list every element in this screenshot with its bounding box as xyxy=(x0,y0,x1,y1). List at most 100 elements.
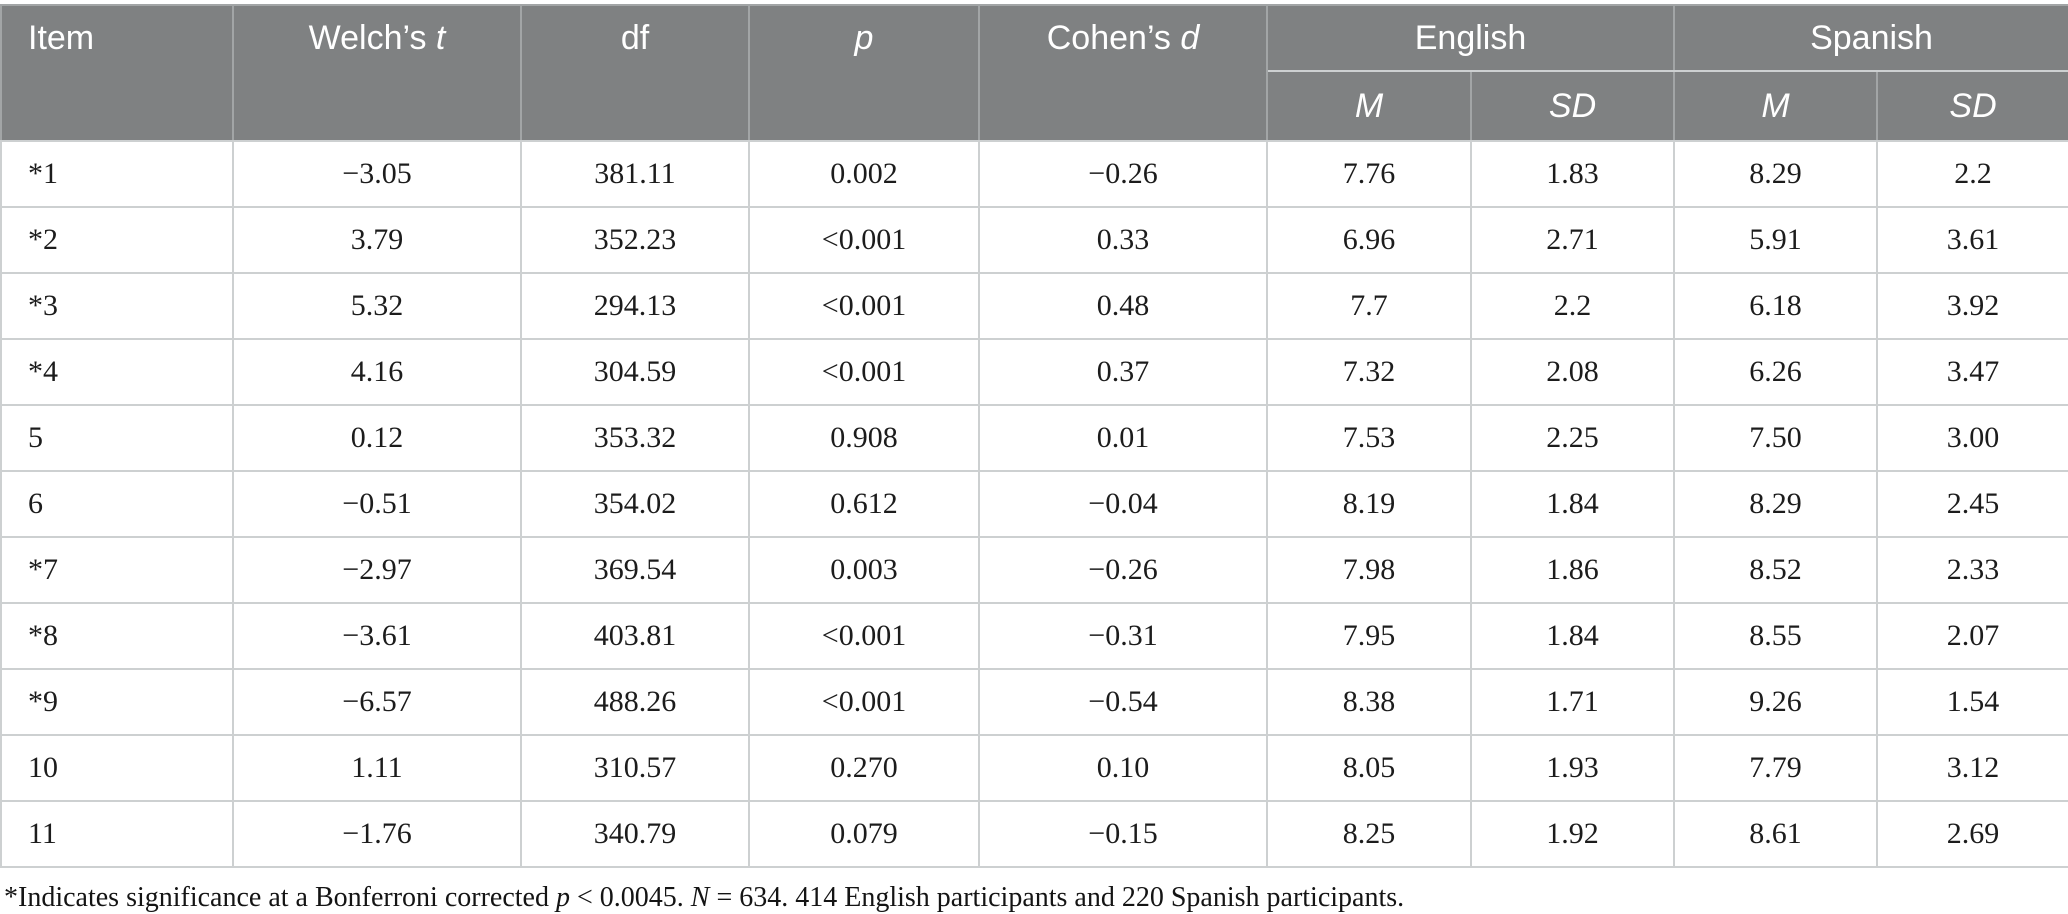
value-cell: −0.04 xyxy=(978,470,1268,538)
value-cell: 294.13 xyxy=(520,272,750,340)
cohen-label-plain: Cohen’s xyxy=(1046,19,1181,57)
value-cell: 2.2 xyxy=(1876,140,2068,208)
item-cell: *4 xyxy=(0,338,234,406)
value-cell: 0.908 xyxy=(748,404,980,472)
footnote-text-3: = 634. 414 English participants and 220 … xyxy=(709,882,1405,913)
value-cell: −2.97 xyxy=(232,536,522,604)
value-cell: 7.79 xyxy=(1673,734,1879,802)
value-cell: −0.15 xyxy=(978,800,1268,868)
header-group-row: Item Welch’s t df p Cohen’s d English xyxy=(0,4,2068,142)
item-cell: *1 xyxy=(0,140,234,208)
value-cell: 0.612 xyxy=(748,470,980,538)
table-row: 6 −0.51 354.02 0.612 −0.04 8.19 1.84 8.29 2.45 xyxy=(0,470,2068,538)
value-cell: 2.45 xyxy=(1876,470,2068,538)
subheader-spanish-m: M xyxy=(1673,70,1879,142)
value-cell: 8.29 xyxy=(1673,470,1879,538)
table-row: 5 0.12 353.32 0.908 0.01 7.53 2.25 7.50 3.00 xyxy=(0,404,2068,472)
column-header-cohens-d: Cohen’s d xyxy=(978,4,1268,142)
value-cell: 1.54 xyxy=(1876,668,2068,736)
value-cell: 7.53 xyxy=(1266,404,1472,472)
value-cell: 1.83 xyxy=(1469,140,1676,208)
value-cell: 340.79 xyxy=(520,800,750,868)
value-cell: <0.001 xyxy=(748,338,980,406)
value-cell: 8.19 xyxy=(1266,470,1472,538)
value-cell: 353.32 xyxy=(520,404,750,472)
value-cell: 3.61 xyxy=(1876,206,2068,274)
p-header-label: p xyxy=(854,19,874,57)
item-header-label: Item xyxy=(28,19,95,57)
value-cell: 4.16 xyxy=(232,338,522,406)
value-cell: 3.00 xyxy=(1876,404,2068,472)
value-cell: −0.54 xyxy=(978,668,1268,736)
item-cell: 6 xyxy=(0,470,234,538)
footnote-n-symbol: N xyxy=(690,882,710,913)
value-cell: 1.71 xyxy=(1469,668,1676,736)
value-cell: <0.001 xyxy=(748,206,980,274)
table-row: *7 −2.97 369.54 0.003 −0.26 7.98 1.86 8.52 2.33 xyxy=(0,536,2068,604)
value-cell: −6.57 xyxy=(232,668,522,736)
value-cell: 1.86 xyxy=(1469,536,1676,604)
value-cell: 1.84 xyxy=(1469,470,1676,538)
value-cell: 304.59 xyxy=(520,338,750,406)
subheader-english-m: M xyxy=(1266,70,1472,142)
item-cell: 5 xyxy=(0,404,234,472)
value-cell: 2.08 xyxy=(1469,338,1676,406)
value-cell: 2.69 xyxy=(1876,800,2068,868)
table-row: *8 −3.61 403.81 <0.001 −0.31 7.95 1.84 8.55 2.07 xyxy=(0,602,2068,670)
value-cell: −3.61 xyxy=(232,602,522,670)
table-row: 11 −1.76 340.79 0.079 −0.15 8.25 1.92 8.61 2.69 xyxy=(0,800,2068,868)
item-cell: *3 xyxy=(0,272,234,340)
value-cell: 7.50 xyxy=(1673,404,1879,472)
item-cell: *7 xyxy=(0,536,234,604)
value-cell: 8.52 xyxy=(1673,536,1879,604)
value-cell: <0.001 xyxy=(748,602,980,670)
value-cell: 7.7 xyxy=(1266,272,1472,340)
value-cell: 3.79 xyxy=(232,206,522,274)
value-cell: 488.26 xyxy=(520,668,750,736)
value-cell: 403.81 xyxy=(520,602,750,670)
value-cell: 354.02 xyxy=(520,470,750,538)
value-cell: −3.05 xyxy=(232,140,522,208)
value-cell: 0.079 xyxy=(748,800,980,868)
table-row: *9 −6.57 488.26 <0.001 −0.54 8.38 1.71 9.26 1.54 xyxy=(0,668,2068,736)
value-cell: <0.001 xyxy=(748,668,980,736)
item-cell: *9 xyxy=(0,668,234,736)
table-row: *1 −3.05 381.11 0.002 −0.26 7.76 1.83 8.29 2.2 xyxy=(0,140,2068,208)
table-header: Item Welch’s t df p Cohen’s d English xyxy=(0,4,2068,142)
value-cell: 1.11 xyxy=(232,734,522,802)
value-cell: 0.33 xyxy=(978,206,1268,274)
footnote-text-2: < 0.0045. xyxy=(569,882,691,913)
value-cell: 6.96 xyxy=(1266,206,1472,274)
value-cell: 6.18 xyxy=(1673,272,1879,340)
item-cell: *2 xyxy=(0,206,234,274)
value-cell: 2.25 xyxy=(1469,404,1676,472)
df-header-label: df xyxy=(620,19,650,57)
column-header-p: p xyxy=(748,4,980,142)
value-cell: <0.001 xyxy=(748,272,980,340)
value-cell: 6.26 xyxy=(1673,338,1879,406)
header-sub-row: M SD M SD xyxy=(1,70,2068,142)
table-row: *3 5.32 294.13 <0.001 0.48 7.7 2.2 6.18 3.92 xyxy=(0,272,2068,340)
value-cell: 2.07 xyxy=(1876,602,2068,670)
value-cell: 0.270 xyxy=(748,734,980,802)
value-cell: 0.01 xyxy=(978,404,1268,472)
value-cell: 7.95 xyxy=(1266,602,1472,670)
value-cell: 8.25 xyxy=(1266,800,1472,868)
welch-label-plain: Welch’s xyxy=(308,19,436,57)
value-cell: 5.91 xyxy=(1673,206,1879,274)
value-cell: −0.51 xyxy=(232,470,522,538)
welch-t-test-table: Item Welch’s t df p Cohen’s d English xyxy=(0,4,2068,868)
group-header-spanish: Spanish xyxy=(1673,4,2068,72)
value-cell: 5.32 xyxy=(232,272,522,340)
column-header-welch-t: Welch’s t xyxy=(232,4,522,142)
value-cell: 1.84 xyxy=(1469,602,1676,670)
value-cell: 0.12 xyxy=(232,404,522,472)
value-cell: 7.98 xyxy=(1266,536,1472,604)
item-cell: 11 xyxy=(0,800,234,868)
welch-label-italic: t xyxy=(435,19,446,57)
value-cell: 0.003 xyxy=(748,536,980,604)
value-cell: 0.10 xyxy=(978,734,1268,802)
table-row: 10 1.11 310.57 0.270 0.10 8.05 1.93 7.79 3.12 xyxy=(0,734,2068,802)
value-cell: 8.05 xyxy=(1266,734,1472,802)
